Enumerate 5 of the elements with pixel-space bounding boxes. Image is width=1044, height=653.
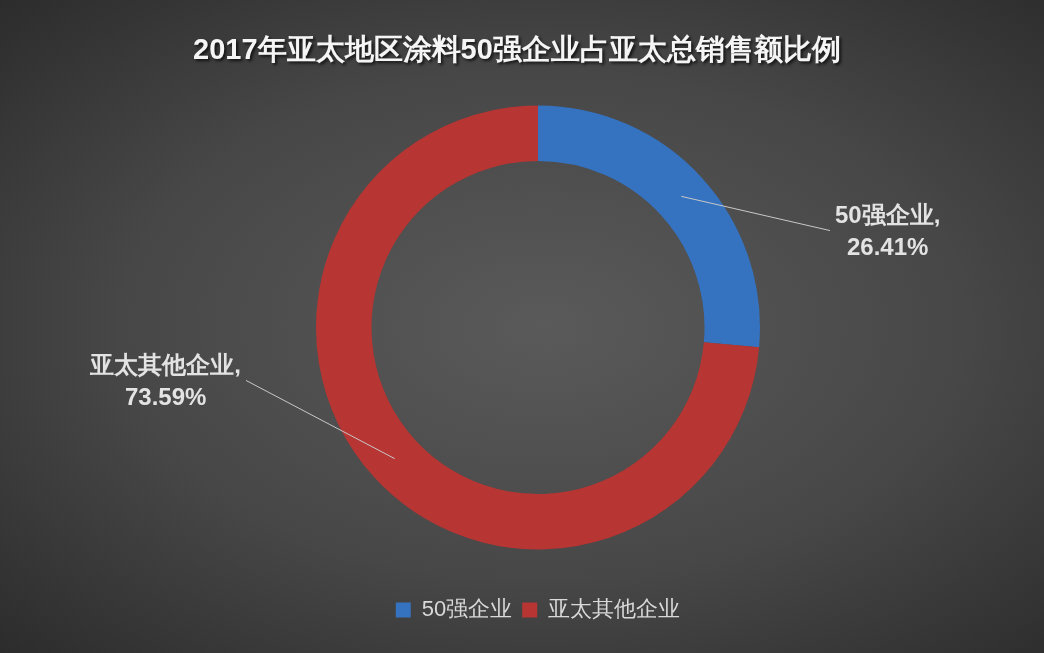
chart-title: 2017年亚太地区涂料50强企业占亚太总销售额比例 xyxy=(192,32,842,67)
data-label: 亚太其他企业, 73.59% xyxy=(89,351,241,411)
data-label: 50强企业, 26.41% xyxy=(834,201,941,261)
legend-label: 50强企业 xyxy=(421,596,513,622)
legend-label: 亚太其他企业 xyxy=(548,596,681,622)
